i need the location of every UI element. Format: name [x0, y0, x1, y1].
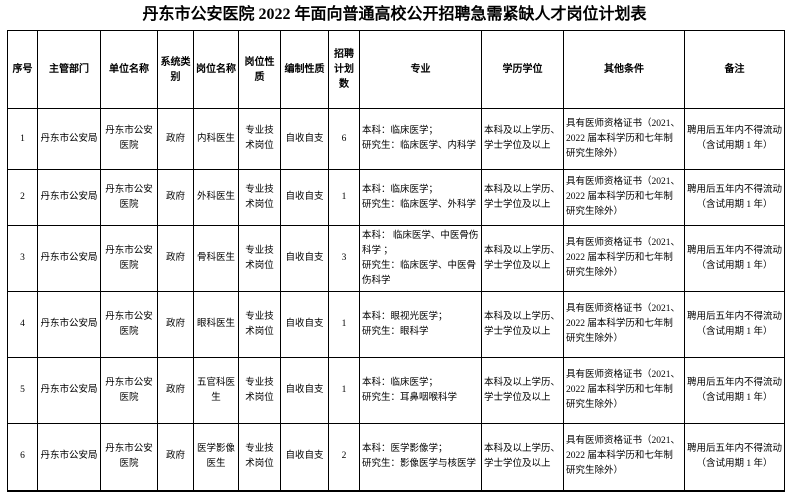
cell-system: 政府	[157, 169, 194, 226]
cell-degree: 本科及以上学历、学士学位及以上	[481, 291, 564, 358]
col-header-unit: 单位名称	[100, 30, 158, 109]
cell-dept: 丹东市公安局	[37, 108, 101, 170]
cell-other: 具有医师资格证书（2021、2022 届本科学历和七年制研究生除外）	[563, 169, 685, 226]
cell-degree: 本科及以上学历、学士学位及以上	[481, 108, 564, 170]
cell-nature: 专业技术岗位	[238, 169, 281, 226]
table-row: 3 丹东市公安局 丹东市公安医院 政府 骨科医生 专业技术岗位 自收自支 3 本…	[7, 225, 785, 292]
table-row: 2 丹东市公安局 丹东市公安医院 政府 外科医生 专业技术岗位 自收自支 1 本…	[7, 169, 785, 226]
cell-major: 本科：临床医学； 研究生：耳鼻咽喉科学	[359, 357, 482, 424]
cell-seq: 4	[7, 291, 38, 358]
table-row: 5 丹东市公安局 丹东市公安医院 政府 五官科医生 专业技术岗位 自收自支 1 …	[7, 357, 785, 424]
col-header-degree: 学历学位	[481, 30, 564, 109]
cell-note: 聘用后五年内不得流动（含试用期 1 年）	[684, 423, 785, 491]
cell-establishment: 自收自支	[280, 108, 329, 170]
cell-degree: 本科及以上学历、学士学位及以上	[481, 169, 564, 226]
cell-seq: 2	[7, 169, 38, 226]
cell-other: 具有医师资格证书（2021、2022 届本科学历和七年制研究生除外）	[563, 357, 685, 424]
cell-major: 本科： 临床医学、中医骨伤科学 ； 研究生：临床医学、中医骨伤科学	[359, 225, 482, 292]
col-header-count: 招聘计划数	[328, 30, 360, 109]
cell-position: 外科医生	[193, 169, 239, 226]
recruitment-plan-table: 序号 主管部门 单位名称 系统类别 岗位名称 岗位性质 编制性质 招聘计划数 专…	[7, 30, 785, 492]
cell-count: 1	[328, 357, 360, 424]
col-header-major: 专业	[359, 30, 482, 109]
cell-major: 本科：临床医学； 研究生：临床医学、外科学	[359, 169, 482, 226]
cell-seq: 1	[7, 108, 38, 170]
cell-establishment: 自收自支	[280, 225, 329, 292]
cell-nature: 专业技术岗位	[238, 291, 281, 358]
cell-unit: 丹东市公安医院	[100, 225, 158, 292]
cell-degree: 本科及以上学历、学士学位及以上	[481, 357, 564, 424]
cell-other: 具有医师资格证书（2021、2022 届本科学历和七年制研究生除外）	[563, 291, 685, 358]
cell-establishment: 自收自支	[280, 357, 329, 424]
table-row: 1 丹东市公安局 丹东市公安医院 政府 内科医生 专业技术岗位 自收自支 6 本…	[7, 108, 785, 170]
cell-degree: 本科及以上学历、学士学位及以上	[481, 225, 564, 292]
col-header-dept: 主管部门	[37, 30, 101, 109]
col-header-note: 备注	[684, 30, 785, 109]
cell-establishment: 自收自支	[280, 423, 329, 491]
page-title: 丹东市公安医院 2022 年面向普通高校公开招聘急需紧缺人才岗位计划表	[142, 6, 647, 23]
cell-establishment: 自收自支	[280, 169, 329, 226]
cell-note: 聘用后五年内不得流动（含试用期 1 年）	[684, 225, 785, 292]
table-row: 6 丹东市公安局 丹东市公安医院 政府 医学影像医生 专业技术岗位 自收自支 2…	[7, 423, 785, 491]
cell-system: 政府	[157, 291, 194, 358]
cell-nature: 专业技术岗位	[238, 357, 281, 424]
cell-dept: 丹东市公安局	[37, 357, 101, 424]
cell-position: 医学影像医生	[193, 423, 239, 491]
cell-note: 聘用后五年内不得流动（含试用期 1 年）	[684, 291, 785, 358]
cell-nature: 专业技术岗位	[238, 225, 281, 292]
col-header-system: 系统类别	[157, 30, 194, 109]
col-header-other: 其他条件	[563, 30, 685, 109]
col-header-seq: 序号	[7, 30, 38, 109]
cell-nature: 专业技术岗位	[238, 423, 281, 491]
cell-establishment: 自收自支	[280, 291, 329, 358]
cell-unit: 丹东市公安医院	[100, 108, 158, 170]
cell-count: 1	[328, 291, 360, 358]
cell-major: 本科：医学影像学； 研究生：影像医学与核医学	[359, 423, 482, 491]
cell-nature: 专业技术岗位	[238, 108, 281, 170]
cell-major: 本科：眼视光医学； 研究生：眼科学	[359, 291, 482, 358]
cell-unit: 丹东市公安医院	[100, 169, 158, 226]
cell-count: 2	[328, 423, 360, 491]
cell-count: 3	[328, 225, 360, 292]
cell-system: 政府	[157, 357, 194, 424]
cell-position: 内科医生	[193, 108, 239, 170]
cell-note: 聘用后五年内不得流动（含试用期 1 年）	[684, 169, 785, 226]
cell-system: 政府	[157, 225, 194, 292]
cell-position: 五官科医生	[193, 357, 239, 424]
cell-dept: 丹东市公安局	[37, 291, 101, 358]
cell-seq: 3	[7, 225, 38, 292]
cell-note: 聘用后五年内不得流动（含试用期 1 年）	[684, 108, 785, 170]
cell-system: 政府	[157, 108, 194, 170]
cell-dept: 丹东市公安局	[37, 169, 101, 226]
cell-count: 1	[328, 169, 360, 226]
cell-system: 政府	[157, 423, 194, 491]
header-row: 序号 主管部门 单位名称 系统类别 岗位名称 岗位性质 编制性质 招聘计划数 专…	[7, 30, 785, 109]
cell-seq: 5	[7, 357, 38, 424]
cell-position: 眼科医生	[193, 291, 239, 358]
cell-seq: 6	[7, 423, 38, 491]
cell-major: 本科：临床医学； 研究生：临床医学、内科学	[359, 108, 482, 170]
cell-other: 具有医师资格证书（2021、2022 届本科学历和七年制研究生除外）	[563, 225, 685, 292]
cell-count: 6	[328, 108, 360, 170]
cell-dept: 丹东市公安局	[37, 225, 101, 292]
cell-degree: 本科及以上学历、学士学位及以上	[481, 423, 564, 491]
col-header-nature: 岗位性质	[238, 30, 281, 109]
table-row: 4 丹东市公安局 丹东市公安医院 政府 眼科医生 专业技术岗位 自收自支 1 本…	[7, 291, 785, 358]
col-header-establishment: 编制性质	[280, 30, 329, 109]
cell-unit: 丹东市公安医院	[100, 291, 158, 358]
cell-unit: 丹东市公安医院	[100, 423, 158, 491]
cell-other: 具有医师资格证书（2021、2022 届本科学历和七年制研究生除外）	[563, 108, 685, 170]
cell-unit: 丹东市公安医院	[100, 357, 158, 424]
cell-other: 具有医师资格证书（2021、2022 届本科学历和七年制研究生除外）	[563, 423, 685, 491]
cell-position: 骨科医生	[193, 225, 239, 292]
cell-dept: 丹东市公安局	[37, 423, 101, 491]
col-header-position: 岗位名称	[193, 30, 239, 109]
cell-note: 聘用后五年内不得流动（含试用期 1 年）	[684, 357, 785, 424]
